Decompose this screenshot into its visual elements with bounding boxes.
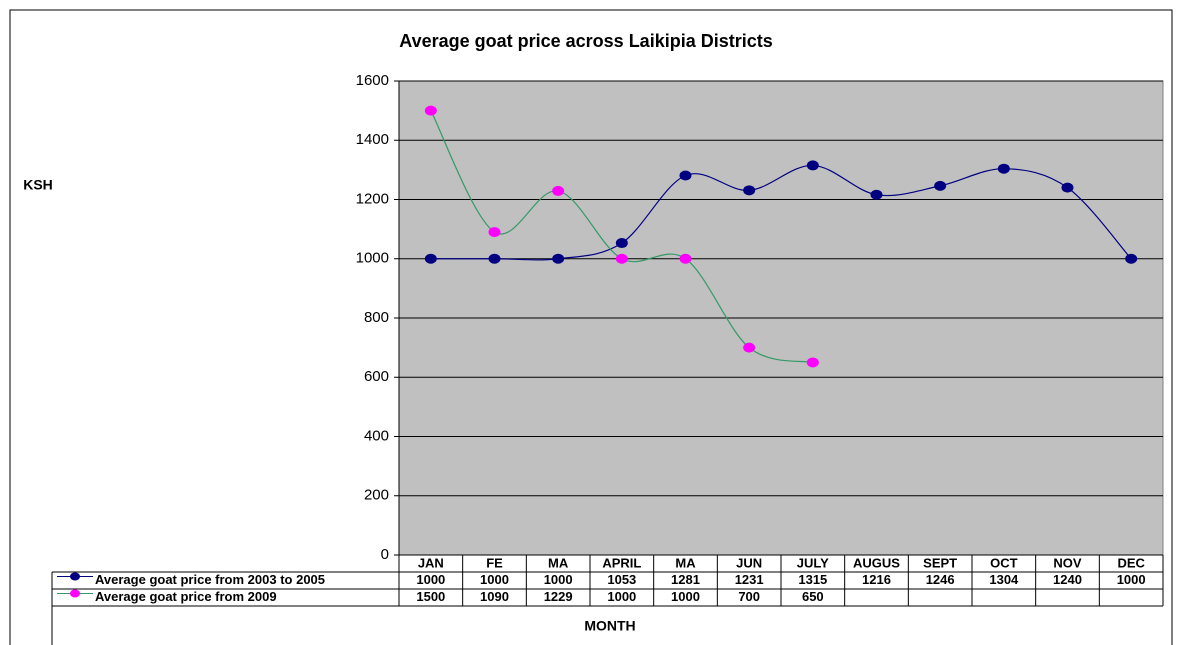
x-tick-label: AUGUS [853,555,900,570]
x-tick-label: JULY [797,555,829,570]
marker [1125,253,1138,264]
marker [870,189,883,200]
x-tick-label: JAN [418,555,444,570]
marker [488,253,501,264]
x-tick-label: DEC [1117,555,1145,570]
y-tick-label: 800 [364,309,389,326]
marker [806,160,819,171]
table-value: 1000 [1117,572,1146,587]
x-axis-label: MONTH [584,618,635,634]
x-tick-label: NOV [1053,555,1082,570]
table-value: 1229 [544,589,573,604]
marker [488,227,501,238]
y-tick-label: 0 [381,546,389,563]
x-tick-label: JUN [736,555,762,570]
legend-marker [70,589,80,598]
marker [679,253,692,264]
table-value: 1000 [671,589,700,604]
marker [615,253,628,264]
table-value: 1231 [735,572,764,587]
table-value: 1053 [607,572,636,587]
table-value: 1315 [798,572,827,587]
marker [679,170,692,181]
legend-label: Average goat price from 2003 to 2005 [95,572,325,587]
marker [1061,182,1074,193]
table-value: 1000 [480,572,509,587]
y-tick-label: 200 [364,487,389,504]
marker [934,180,947,191]
x-tick-label: SEPT [923,555,957,570]
x-tick-label: MA [548,555,569,570]
y-tick-label: 1200 [356,190,389,207]
legend-marker [70,572,80,581]
table-value: 1090 [480,589,509,604]
y-tick-label: 1600 [356,72,389,89]
marker [424,105,437,116]
table-value: 1500 [416,589,445,604]
table-value: 1000 [607,589,636,604]
y-tick-label: 600 [364,368,389,385]
marker [743,342,756,353]
y-tick-label: 400 [364,427,389,444]
table-value: 1246 [926,572,955,587]
y-tick-label: 1000 [356,250,389,267]
table-value: 1000 [544,572,573,587]
table-value: 1281 [671,572,700,587]
table-value: 650 [802,589,824,604]
marker [806,357,819,368]
marker [997,163,1010,174]
table-value: 700 [738,589,760,604]
table-value: 1216 [862,572,891,587]
marker [615,238,628,249]
x-tick-label: APRIL [602,555,641,570]
table-value: 1304 [989,572,1019,587]
marker [552,253,565,264]
table-value: 1240 [1053,572,1082,587]
legend-label: Average goat price from 2009 [95,589,277,604]
x-tick-label: FE [486,555,503,570]
x-tick-label: MA [675,555,696,570]
y-tick-label: 1400 [356,131,389,148]
x-tick-label: OCT [990,555,1018,570]
chart-title: Average goat price across Laikipia Distr… [399,31,773,51]
marker [552,185,565,196]
table-value: 1000 [416,572,445,587]
marker [424,253,437,264]
marker [743,185,756,196]
y-axis-label: KSH [23,177,53,193]
